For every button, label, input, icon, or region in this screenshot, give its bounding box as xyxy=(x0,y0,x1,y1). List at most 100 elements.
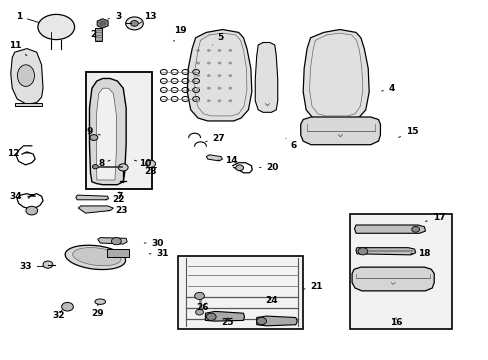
Polygon shape xyxy=(97,19,108,28)
Text: 5: 5 xyxy=(212,33,224,45)
Polygon shape xyxy=(255,42,277,112)
Text: 12: 12 xyxy=(7,149,29,158)
Text: 11: 11 xyxy=(9,40,27,56)
Text: 13: 13 xyxy=(139,12,157,23)
Circle shape xyxy=(411,226,419,232)
Bar xyxy=(85,72,151,189)
Polygon shape xyxy=(98,238,127,244)
Circle shape xyxy=(43,261,53,268)
Circle shape xyxy=(217,62,221,64)
Text: 25: 25 xyxy=(221,318,233,327)
Ellipse shape xyxy=(95,299,105,305)
Circle shape xyxy=(217,74,221,77)
Text: 16: 16 xyxy=(389,318,402,327)
Text: 7: 7 xyxy=(116,192,123,201)
Circle shape xyxy=(256,318,266,325)
Text: 3: 3 xyxy=(107,12,121,21)
Circle shape xyxy=(196,62,200,64)
Text: 32: 32 xyxy=(52,310,65,320)
Circle shape xyxy=(118,164,128,171)
Circle shape xyxy=(196,87,200,90)
Circle shape xyxy=(196,99,200,102)
Circle shape xyxy=(228,62,232,64)
Circle shape xyxy=(206,87,210,90)
Circle shape xyxy=(217,49,221,52)
Text: 21: 21 xyxy=(303,282,323,291)
Polygon shape xyxy=(78,206,113,213)
Text: 29: 29 xyxy=(91,304,104,318)
Circle shape xyxy=(235,165,243,171)
Polygon shape xyxy=(354,225,425,233)
Circle shape xyxy=(196,49,200,52)
Bar xyxy=(95,28,102,41)
Text: 14: 14 xyxy=(217,156,237,165)
Circle shape xyxy=(111,238,121,245)
Circle shape xyxy=(195,309,203,315)
Text: 31: 31 xyxy=(149,249,169,258)
Bar xyxy=(106,249,128,257)
Text: 8: 8 xyxy=(99,159,110,168)
Polygon shape xyxy=(15,103,41,106)
Polygon shape xyxy=(206,155,222,161)
Text: 9: 9 xyxy=(86,127,100,136)
Circle shape xyxy=(26,206,38,215)
Bar xyxy=(349,214,451,329)
Circle shape xyxy=(206,74,210,77)
Text: 23: 23 xyxy=(107,206,127,215)
Circle shape xyxy=(100,21,105,26)
Circle shape xyxy=(206,313,216,320)
Polygon shape xyxy=(300,117,380,145)
Text: 19: 19 xyxy=(173,26,186,41)
Text: 30: 30 xyxy=(144,238,163,248)
Polygon shape xyxy=(11,49,43,104)
Circle shape xyxy=(206,62,210,64)
Circle shape xyxy=(228,74,232,77)
Text: 10: 10 xyxy=(134,159,151,168)
Circle shape xyxy=(228,49,232,52)
Polygon shape xyxy=(205,311,244,321)
Circle shape xyxy=(125,17,143,30)
Text: 26: 26 xyxy=(196,303,209,312)
Circle shape xyxy=(206,99,210,102)
Text: 24: 24 xyxy=(264,296,277,305)
Circle shape xyxy=(194,292,204,300)
Text: 34: 34 xyxy=(9,192,34,201)
Circle shape xyxy=(217,87,221,90)
Text: 18: 18 xyxy=(410,249,430,258)
Polygon shape xyxy=(351,267,433,291)
Text: 15: 15 xyxy=(398,127,418,138)
Polygon shape xyxy=(256,316,297,326)
Ellipse shape xyxy=(65,245,125,270)
Ellipse shape xyxy=(73,248,121,266)
Text: 27: 27 xyxy=(205,134,225,143)
Text: 33: 33 xyxy=(19,262,43,271)
Polygon shape xyxy=(303,30,368,121)
Circle shape xyxy=(217,99,221,102)
Circle shape xyxy=(206,49,210,52)
Text: 28: 28 xyxy=(144,166,157,175)
Ellipse shape xyxy=(38,14,74,40)
Bar xyxy=(178,256,303,329)
Polygon shape xyxy=(89,78,126,185)
Circle shape xyxy=(61,302,73,311)
Polygon shape xyxy=(187,30,251,121)
Circle shape xyxy=(92,165,98,169)
Text: 20: 20 xyxy=(259,163,278,172)
Circle shape xyxy=(130,21,138,26)
Circle shape xyxy=(228,99,232,102)
Circle shape xyxy=(196,74,200,77)
Polygon shape xyxy=(96,88,116,180)
Circle shape xyxy=(145,160,155,167)
Polygon shape xyxy=(355,248,415,255)
Circle shape xyxy=(90,135,98,140)
Polygon shape xyxy=(76,195,108,200)
Circle shape xyxy=(228,87,232,90)
Text: 17: 17 xyxy=(425,213,445,222)
Ellipse shape xyxy=(18,65,34,86)
Text: 2: 2 xyxy=(90,30,97,39)
Circle shape xyxy=(357,248,367,255)
Text: 6: 6 xyxy=(285,139,297,150)
Text: 22: 22 xyxy=(105,195,125,204)
Text: 4: 4 xyxy=(381,84,394,93)
Text: 1: 1 xyxy=(16,12,39,23)
